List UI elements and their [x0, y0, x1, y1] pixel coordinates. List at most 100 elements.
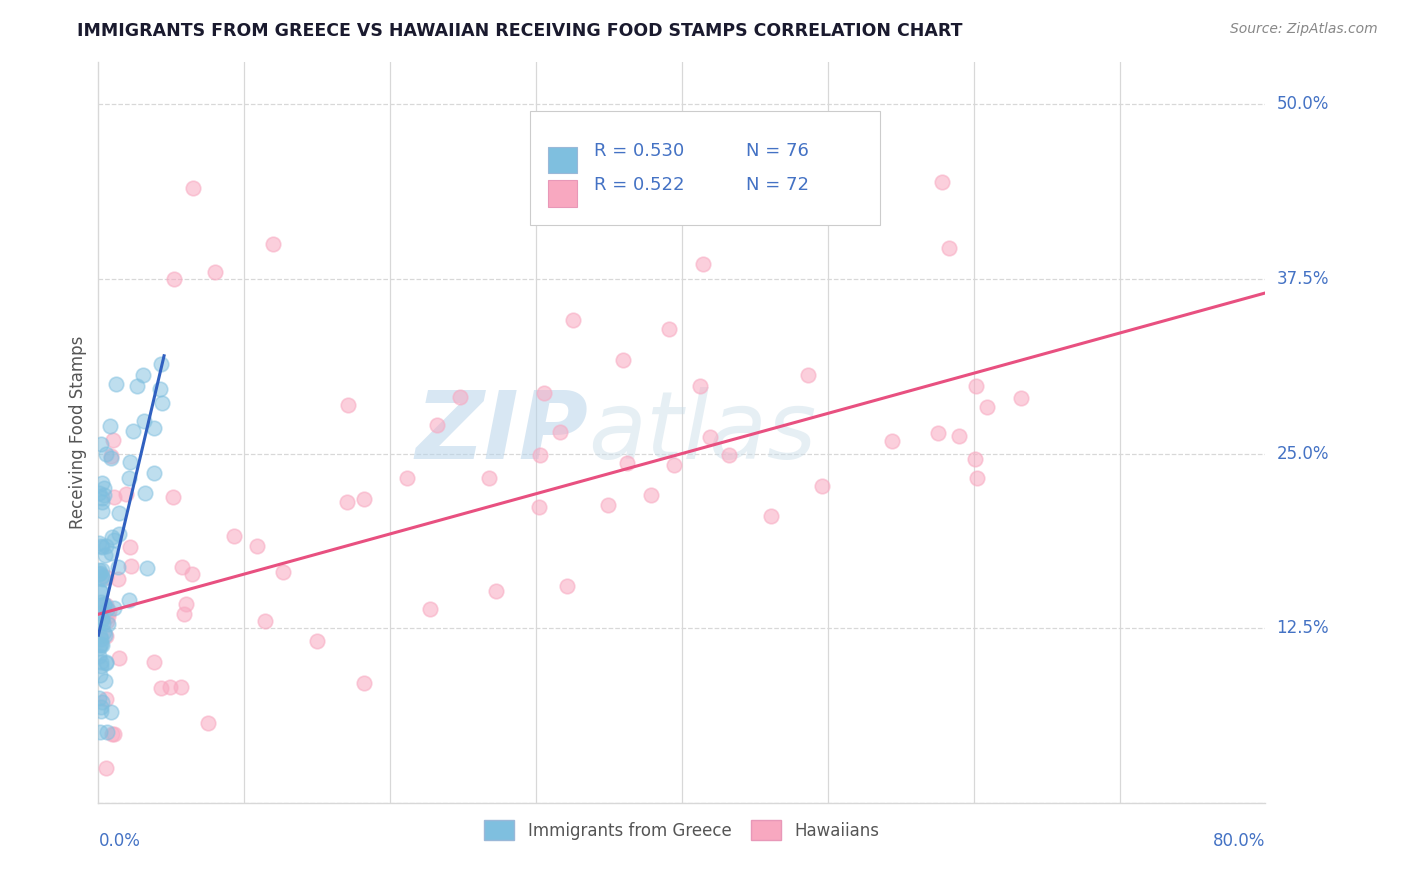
- Point: [533, 385, 555, 400]
- Point: [90, 610, 112, 624]
- Point: [142, 655, 165, 669]
- Point: [87, 485, 110, 500]
- Point: [927, 425, 949, 440]
- Point: [100, 705, 122, 719]
- Text: 12.5%: 12.5%: [1277, 619, 1329, 637]
- Point: [616, 457, 638, 471]
- Point: [149, 382, 172, 396]
- Point: [103, 727, 125, 741]
- Point: [966, 471, 988, 485]
- Point: [94, 548, 117, 562]
- Point: [94, 569, 117, 583]
- Text: 80.0%: 80.0%: [1213, 832, 1265, 850]
- Point: [150, 357, 173, 371]
- Point: [173, 607, 195, 621]
- Point: [181, 566, 204, 581]
- Point: [948, 428, 970, 442]
- Point: [132, 368, 155, 382]
- Text: R = 0.530: R = 0.530: [595, 143, 685, 161]
- Point: [107, 527, 129, 541]
- Point: [87, 563, 110, 577]
- Point: [96, 598, 118, 612]
- Text: 0.0%: 0.0%: [98, 832, 141, 850]
- Point: [87, 648, 110, 663]
- Point: [97, 605, 120, 619]
- Point: [90, 585, 112, 599]
- Point: [89, 566, 111, 580]
- Point: [94, 628, 117, 642]
- Point: [94, 629, 117, 643]
- Point: [108, 650, 131, 665]
- Point: [797, 368, 820, 382]
- Point: [931, 175, 953, 189]
- Point: [336, 495, 359, 509]
- Bar: [548, 180, 576, 207]
- Point: [699, 430, 721, 444]
- Point: [91, 638, 114, 652]
- Point: [197, 716, 219, 731]
- Point: [811, 479, 834, 493]
- Point: [91, 563, 114, 577]
- Point: [100, 450, 122, 465]
- Point: [93, 625, 115, 640]
- Point: [115, 487, 138, 501]
- Point: [353, 675, 375, 690]
- Point: [91, 695, 114, 709]
- Point: [662, 458, 685, 473]
- Y-axis label: Receiving Food Stamps: Receiving Food Stamps: [69, 336, 87, 529]
- Point: [336, 398, 359, 412]
- Point: [94, 446, 117, 460]
- Point: [91, 573, 114, 587]
- Point: [89, 606, 111, 620]
- Point: [253, 614, 276, 628]
- Point: [98, 418, 121, 433]
- Point: [97, 608, 120, 623]
- Point: [90, 570, 112, 584]
- Point: [90, 599, 112, 613]
- Point: [174, 597, 197, 611]
- Point: [96, 614, 118, 628]
- Point: [87, 641, 110, 656]
- Point: [90, 475, 112, 490]
- Point: [89, 628, 111, 642]
- Point: [246, 539, 269, 553]
- Point: [163, 272, 186, 286]
- Point: [90, 568, 112, 582]
- Point: [89, 725, 111, 739]
- Point: [90, 659, 112, 673]
- Point: [426, 418, 449, 433]
- Point: [93, 481, 115, 495]
- Point: [91, 491, 114, 505]
- Point: [142, 466, 165, 480]
- Point: [118, 540, 141, 554]
- Point: [562, 313, 585, 327]
- Point: [596, 498, 619, 512]
- Text: N = 72: N = 72: [747, 176, 808, 194]
- Point: [101, 530, 124, 544]
- Point: [104, 376, 127, 391]
- Bar: [548, 147, 576, 173]
- Point: [89, 668, 111, 682]
- Text: N = 76: N = 76: [747, 143, 808, 161]
- Point: [97, 617, 120, 632]
- Point: [181, 181, 204, 195]
- Point: [101, 434, 124, 448]
- Point: [717, 448, 740, 462]
- Point: [107, 506, 129, 520]
- Point: [94, 656, 117, 670]
- Point: [89, 535, 111, 549]
- Point: [159, 681, 181, 695]
- Point: [87, 690, 110, 705]
- Point: [89, 566, 111, 581]
- Point: [90, 637, 112, 651]
- Point: [976, 401, 998, 415]
- Point: [149, 681, 172, 695]
- Point: [91, 495, 114, 509]
- Point: [90, 437, 112, 451]
- Point: [759, 508, 782, 523]
- Text: R = 0.522: R = 0.522: [595, 176, 685, 194]
- Point: [419, 602, 441, 616]
- Point: [90, 656, 112, 670]
- Point: [689, 378, 711, 392]
- Point: [91, 615, 114, 630]
